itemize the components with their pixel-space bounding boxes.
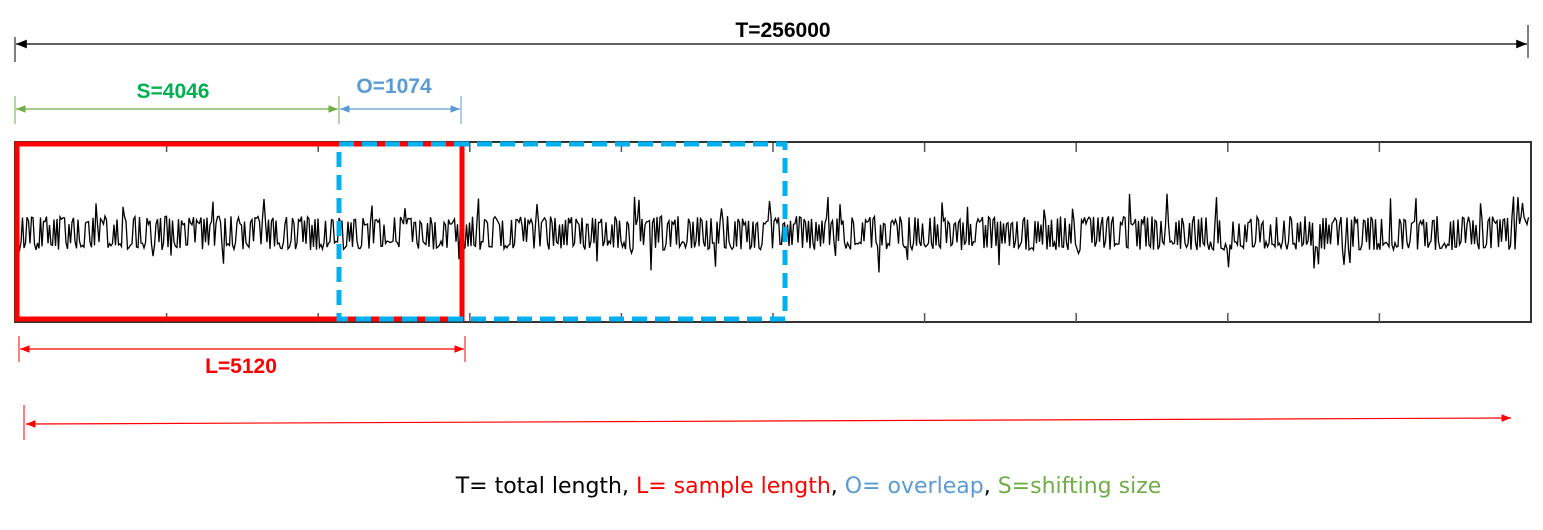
legend-overlap: O= overleap <box>844 474 984 499</box>
sample-window-2 <box>336 141 788 322</box>
windowing-extent-dimension <box>23 405 1512 440</box>
legend-total-length: T= total length, <box>455 474 629 499</box>
total-length-dimension: T=256000 <box>14 19 1529 62</box>
shift-size-label: S=4046 <box>137 80 210 103</box>
overlap-dimension: O=1074 <box>340 75 462 124</box>
overlap-label: O=1074 <box>356 75 432 98</box>
sample-length-dimension: L=5120 <box>18 336 466 378</box>
sample-window-1 <box>14 141 465 322</box>
legend-sample-length: L= sample length <box>636 474 831 499</box>
sample-length-label: L=5120 <box>205 355 277 378</box>
total-length-label: T=256000 <box>735 19 830 42</box>
vibration-signal-waveform <box>17 193 1530 273</box>
signal-plot <box>14 141 1532 323</box>
legend: T= total length, L= sample length, O= ov… <box>0 474 1543 499</box>
shift-size-dimension: S=4046 <box>14 80 340 124</box>
extent-arrow-icon <box>25 414 1512 428</box>
legend-separator: , <box>830 474 838 499</box>
legend-shift-size: S=shifting size <box>997 474 1162 499</box>
legend-separator: , <box>983 474 991 499</box>
